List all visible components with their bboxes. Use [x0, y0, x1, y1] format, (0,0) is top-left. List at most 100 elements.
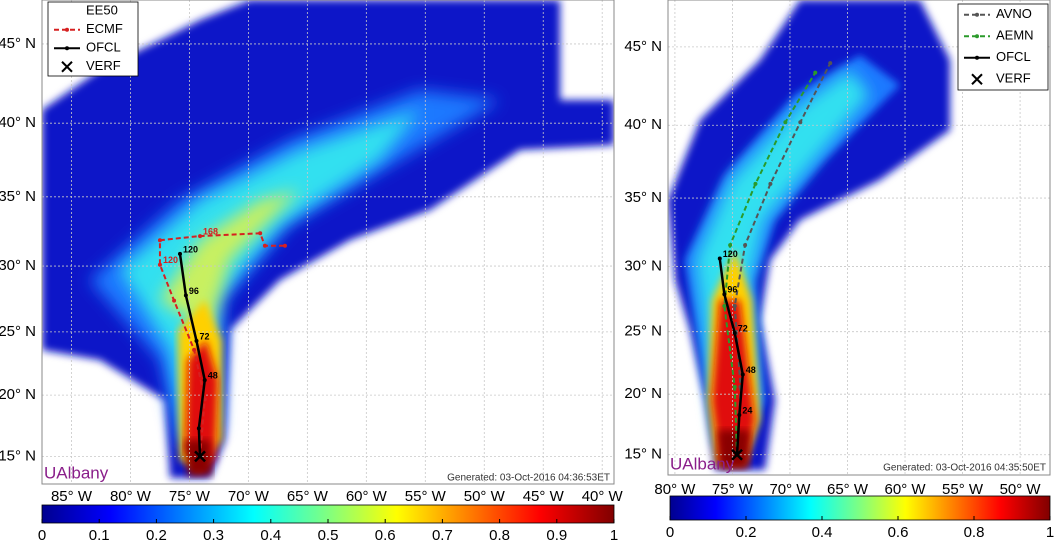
lon-tick-label: 75° W	[169, 488, 211, 505]
lon-tick-label: 80° W	[110, 488, 152, 505]
track-line	[178, 253, 207, 457]
lon-tick-label: 75° W	[712, 481, 754, 498]
colorbar-tick-label: 0.8	[489, 527, 510, 542]
track-point	[740, 372, 745, 377]
lat-tick-label: 15° N	[624, 446, 662, 463]
colorbar-tick-label: 0.4	[812, 524, 833, 541]
lon-tick-label: 40° W	[582, 488, 624, 505]
colorbar-tick-label: 0.2	[736, 524, 757, 541]
track-point	[198, 234, 203, 239]
colorbar-tick-label: 0.2	[146, 527, 167, 542]
lon-tick-label: 70° W	[769, 481, 811, 498]
colorbar-tick-label: 0	[666, 524, 674, 541]
legend-dot	[65, 27, 69, 32]
track-hour-label: 48	[746, 365, 756, 375]
track-point	[262, 243, 267, 248]
generated-stamp: Generated: 03-Oct-2016 04:36:53ET	[447, 473, 610, 484]
track-hour-label: 72	[738, 323, 748, 333]
track-point	[783, 120, 788, 125]
legend-x	[61, 61, 73, 73]
legend-dot	[65, 46, 69, 51]
legend-label: EE50	[86, 3, 118, 18]
lat-tick-label: 40° N	[0, 114, 36, 131]
colorbar	[669, 495, 1051, 521]
lon-tick-label: 55° W	[942, 481, 984, 498]
map-frame	[667, 0, 1051, 476]
track-point	[768, 181, 773, 186]
track-point	[202, 378, 207, 383]
track-point	[828, 61, 833, 66]
track-point	[722, 292, 727, 297]
lon-tick-label: 85° W	[51, 488, 93, 505]
track-line	[718, 258, 745, 455]
track-hour-label: 72	[199, 331, 209, 341]
legend-label: OFCL	[86, 40, 121, 55]
track-point	[722, 303, 727, 308]
track-point	[813, 70, 818, 75]
track-point	[157, 262, 162, 267]
generated-stamp: Generated: 03-Oct-2016 04:35:50ET	[883, 463, 1046, 474]
lon-tick-label: 65° W	[287, 488, 329, 505]
lon-tick-label: 50° W	[1000, 481, 1042, 498]
track-point	[183, 293, 188, 298]
track-point	[753, 181, 758, 186]
lat-tick-label: 35° N	[0, 188, 36, 205]
colorbar-tick-label: 0	[38, 527, 46, 542]
legend-label: AVNO	[996, 6, 1032, 21]
lon-tick-label: 60° W	[885, 481, 927, 498]
legend-dot	[975, 12, 979, 17]
track-hour-label: 168	[203, 226, 218, 236]
lon-tick-label: 65° W	[827, 481, 869, 498]
track-hour-label: 120	[163, 255, 178, 265]
track-hour-label: 120	[183, 244, 198, 254]
legend-label: VERF	[996, 71, 1031, 86]
map-panel: 85° W 80° W 75° W 70° W 65° W 60° W 55° W 50° W…	[0, 0, 624, 542]
track-point	[196, 426, 201, 431]
track-point	[192, 347, 197, 352]
legend-dot	[975, 55, 979, 60]
lat-tick-label: 30° N	[624, 258, 662, 275]
lat-tick-label: 45° N	[0, 35, 36, 52]
lat-tick-label: 35° N	[624, 189, 662, 206]
legend-label: VERF	[86, 58, 121, 73]
lat-tick-label: 20° N	[0, 386, 36, 403]
track-point	[194, 338, 199, 343]
track-hour-label: 96	[727, 285, 737, 295]
verification-marker	[194, 450, 206, 463]
colorbar-tick-label: 0.6	[375, 527, 396, 542]
lon-tick-label: 55° W	[405, 488, 447, 505]
track-point	[737, 412, 742, 417]
track-point	[282, 243, 287, 248]
colorbar-tick-label: 0.6	[888, 524, 909, 541]
track-point	[798, 120, 803, 125]
watermark: UAlbany	[44, 463, 109, 482]
map-frame	[41, 0, 615, 485]
probability-area	[160, 190, 300, 330]
colorbar-tick-label: 0.8	[964, 524, 985, 541]
track-line	[158, 232, 285, 457]
colorbar-tick-label: 0.4	[260, 527, 281, 542]
lon-tick-label: 50° W	[464, 488, 506, 505]
lat-tick-label: 40° N	[624, 116, 662, 133]
track-hour-label: 24	[742, 405, 752, 415]
lat-tick-label: 30° N	[0, 257, 36, 274]
lat-tick-label: 25° N	[0, 323, 36, 340]
lat-tick-label: 25° N	[624, 323, 662, 340]
track-hour-label: 96	[189, 286, 199, 296]
lat-tick-label: 20° N	[624, 385, 662, 402]
track-point	[157, 238, 162, 243]
legend-dot	[975, 34, 979, 39]
colorbar-tick-label: 1	[1046, 524, 1054, 541]
track-point	[258, 231, 263, 236]
colorbar-tick-label: 0.3	[203, 527, 224, 542]
watermark: UAlbany	[670, 454, 735, 473]
legend-x	[971, 73, 983, 85]
colorbar-tick-label: 1	[610, 527, 618, 542]
track-hour-label: 48	[208, 371, 218, 381]
track-point	[743, 243, 748, 248]
colorbar-tick-label: 0.9	[546, 527, 567, 542]
legend-label: ECMF	[86, 21, 123, 36]
legend-label: OFCL	[996, 49, 1031, 64]
